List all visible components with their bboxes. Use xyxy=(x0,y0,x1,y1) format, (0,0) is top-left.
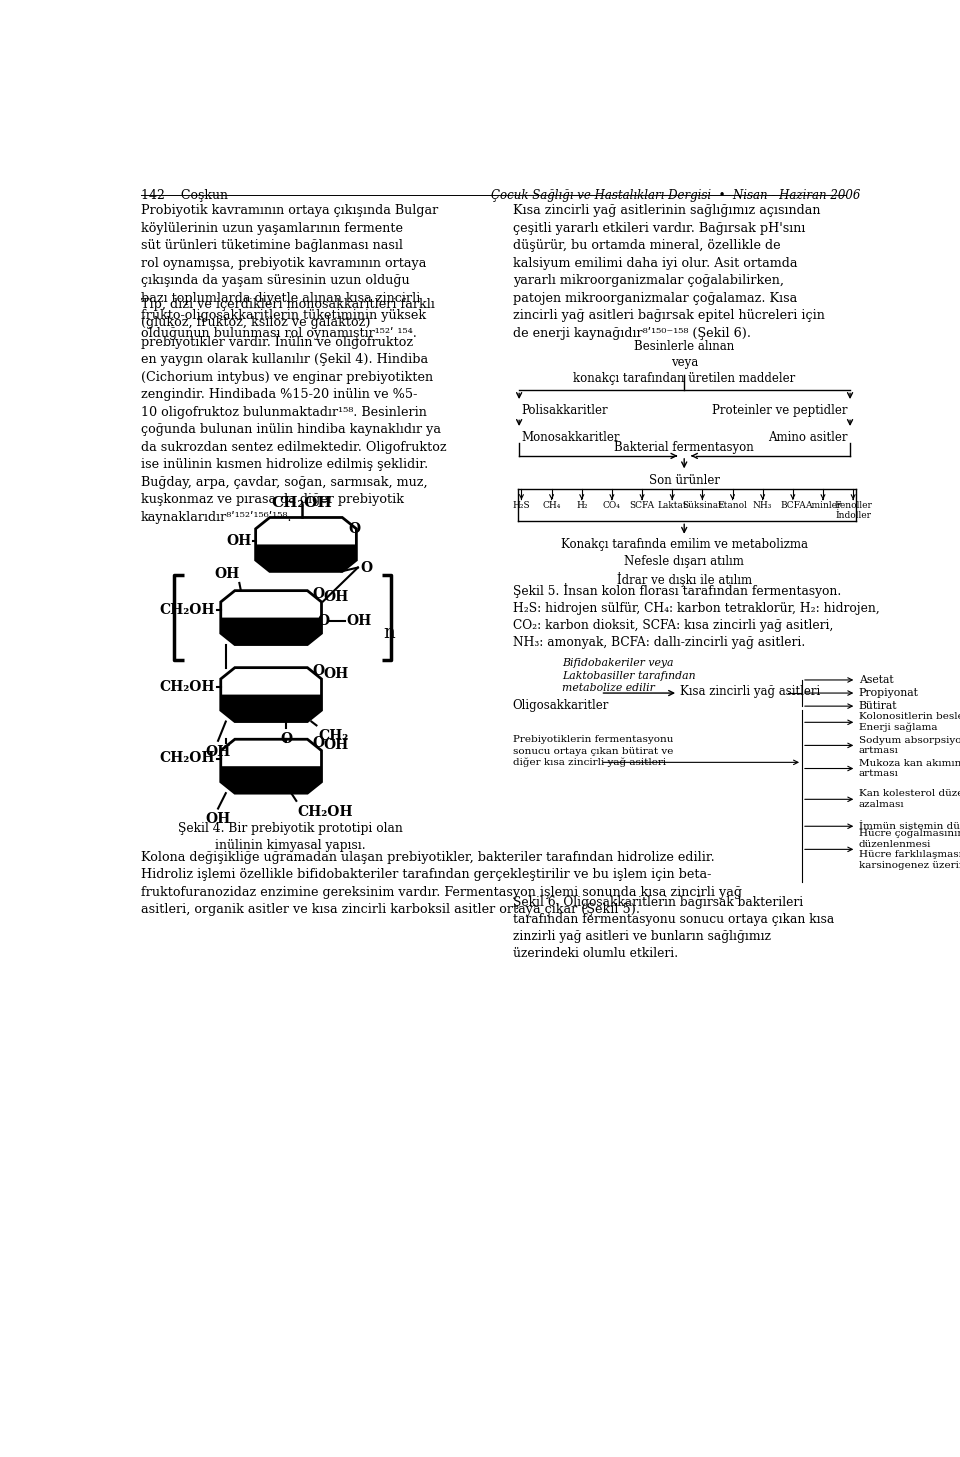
Text: O: O xyxy=(312,664,324,679)
Text: Fenoller
İndoller: Fenoller İndoller xyxy=(834,501,872,520)
Polygon shape xyxy=(221,766,322,793)
Text: OH: OH xyxy=(214,567,239,581)
Text: OH: OH xyxy=(347,615,372,628)
Text: Asetat: Asetat xyxy=(858,675,893,685)
Text: CH₂OH: CH₂OH xyxy=(159,752,214,765)
Text: Prebiyotiklerin fermentasyonu
sonucu ortaya çıkan bütirat ve
diğer kısa zincirli: Prebiyotiklerin fermentasyonu sonucu ort… xyxy=(513,736,673,768)
Text: Şekil 4. Bir prebiyotik prototipi olan
inülinin kimyasal yapısı.: Şekil 4. Bir prebiyotik prototipi olan i… xyxy=(178,822,403,852)
Text: O: O xyxy=(312,587,324,602)
Text: Laktat: Laktat xyxy=(658,501,687,510)
Text: SCFA: SCFA xyxy=(630,501,655,510)
Text: OH: OH xyxy=(205,813,230,826)
Text: 142    Coşkun: 142 Coşkun xyxy=(141,189,228,201)
Text: Kolonositlerin beslenmesi
Enerji sağlama: Kolonositlerin beslenmesi Enerji sağlama xyxy=(858,712,960,733)
Text: Probiyotik kavramının ortaya çıkışında Bulgar
köylülerinin uzun yaşamlarının fer: Probiyotik kavramının ortaya çıkışında B… xyxy=(141,204,438,339)
Text: Bakterial fermentasyon: Bakterial fermentasyon xyxy=(614,440,754,453)
Text: OH: OH xyxy=(324,590,349,603)
Text: Son ürünler: Son ürünler xyxy=(649,474,720,487)
Text: Mukoza kan akımının
artması: Mukoza kan akımının artması xyxy=(858,759,960,778)
Text: Çocuk Sağlığı ve Hastalıkları Dergisi  •  Nisan - Haziran 2006: Çocuk Sağlığı ve Hastalıkları Dergisi • … xyxy=(491,189,860,201)
Text: Bütirat: Bütirat xyxy=(858,701,897,711)
Text: H₂: H₂ xyxy=(576,501,588,510)
Text: OH: OH xyxy=(205,745,230,759)
Text: Bifidobakeriler veya
Laktobasiller tarafından
metabolize edilir: Bifidobakeriler veya Laktobasiller taraf… xyxy=(562,659,695,694)
Polygon shape xyxy=(255,545,356,571)
Text: CH₂OH: CH₂OH xyxy=(298,804,353,819)
Text: Süksinat: Süksinat xyxy=(683,501,722,510)
Text: Oligosakkaritler: Oligosakkaritler xyxy=(513,699,610,712)
Text: Şekil 5. İnsan kolon florası tarafından fermentasyon.
H₂S: hidrojen sülfür, CH₄:: Şekil 5. İnsan kolon florası tarafından … xyxy=(513,583,879,648)
Text: İmmün sistemin düzenlenmesi: İmmün sistemin düzenlenmesi xyxy=(858,822,960,830)
Text: OH: OH xyxy=(227,533,252,548)
Text: O: O xyxy=(360,561,372,574)
Text: Kan kolesterol düzeyinin
azalması: Kan kolesterol düzeyinin azalması xyxy=(858,790,960,809)
Text: CH₂OH: CH₂OH xyxy=(159,680,214,694)
Text: Konakçı tarafında emilim ve metabolizma
Nefesle dışarı atılım
İdrar ve dışkı ile: Konakçı tarafında emilim ve metabolizma … xyxy=(561,538,807,587)
Polygon shape xyxy=(221,618,322,644)
Text: O: O xyxy=(280,731,292,746)
Text: Kısa zincirli yağ asitlerinin sağlığımız açısından
çeşitli yararlı etkileri vard: Kısa zincirli yağ asitlerinin sağlığımız… xyxy=(513,204,825,339)
Text: CO₄: CO₄ xyxy=(603,501,621,510)
Text: Besinlerle alınan
veya
konakçı tarafından üretilen maddeler: Besinlerle alınan veya konakçı tarafında… xyxy=(573,341,795,386)
Text: Tip, dizi ve içerdikleri monosakkaritleri farklı
(glukoz, fruktoz, ksiloz ve gal: Tip, dizi ve içerdikleri monosakkaritler… xyxy=(141,299,446,525)
Text: O: O xyxy=(318,615,329,628)
Text: CH₄: CH₄ xyxy=(542,501,561,510)
Text: CH₂OH: CH₂OH xyxy=(272,495,332,510)
Text: Hücre çoğalmasının
düzenlenmesi
Hücre farklılaşması ve
karsinogenez üzerine etki: Hücre çoğalmasının düzenlenmesi Hücre fa… xyxy=(858,829,960,870)
Text: Şekil 6. Oligosakkaritlerin bağırsak bakterileri
tarafından fermentasyonu sonucu: Şekil 6. Oligosakkaritlerin bağırsak bak… xyxy=(513,896,834,960)
Text: BCFA: BCFA xyxy=(780,501,805,510)
Text: Aminler: Aminler xyxy=(804,501,841,510)
Text: H₂S: H₂S xyxy=(513,501,530,510)
Text: Propiyonat: Propiyonat xyxy=(858,688,919,698)
Text: Kısa zincirli yağ asitleri: Kısa zincirli yağ asitleri xyxy=(680,685,820,698)
Text: CH₂OH: CH₂OH xyxy=(159,603,214,616)
Text: Sodyum absorpsiyonunun
artması: Sodyum absorpsiyonunun artması xyxy=(858,736,960,755)
Text: Etanol: Etanol xyxy=(717,501,748,510)
Text: Kolona değişikliğe uğramadan ulaşan prebiyotikler, bakteriler tarafından hidroli: Kolona değişikliğe uğramadan ulaşan preb… xyxy=(141,851,742,916)
Text: Proteinler ve peptidler: Proteinler ve peptidler xyxy=(712,404,848,417)
Text: NH₃: NH₃ xyxy=(753,501,773,510)
Text: O: O xyxy=(312,736,324,750)
Polygon shape xyxy=(221,695,322,721)
Text: CH₂: CH₂ xyxy=(318,730,348,743)
Text: OH: OH xyxy=(324,739,349,752)
Text: n: n xyxy=(383,624,396,643)
Text: Polisakkaritler: Polisakkaritler xyxy=(521,404,608,417)
Text: O: O xyxy=(348,522,361,536)
Text: Amino asitler: Amino asitler xyxy=(768,431,848,444)
Text: Monosakkaritler: Monosakkaritler xyxy=(521,431,620,444)
Text: OH: OH xyxy=(324,667,349,680)
